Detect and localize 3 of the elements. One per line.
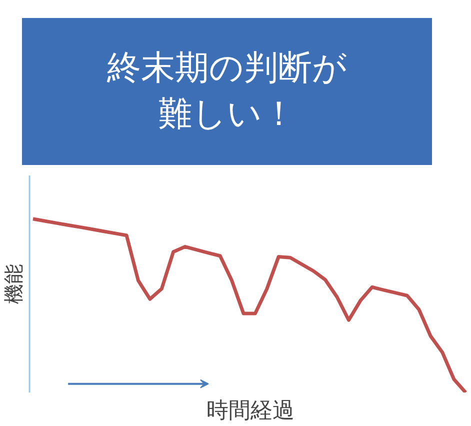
y-axis-title: 機能 [4, 264, 26, 304]
chart-title: 終末期の判断が難しい！ [106, 48, 348, 134]
x-axis-title: 時間経過 [206, 398, 294, 422]
